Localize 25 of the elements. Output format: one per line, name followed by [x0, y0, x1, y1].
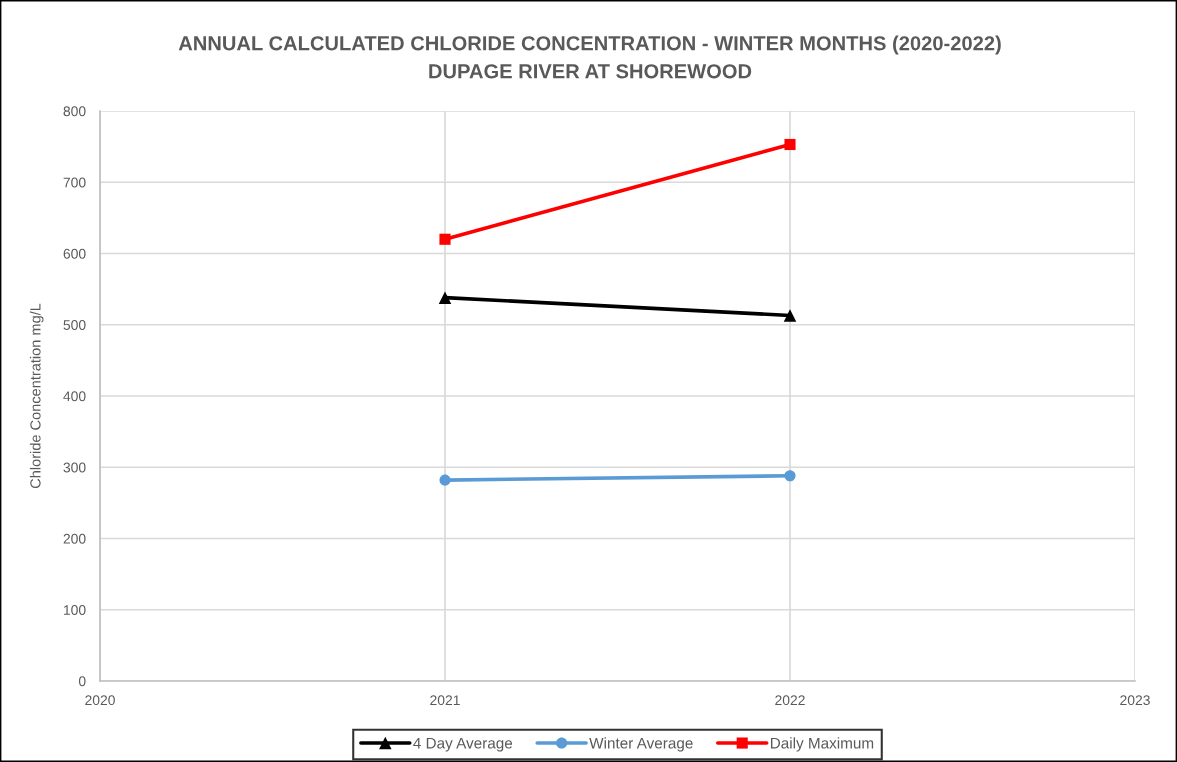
y-tick-label: 300 [63, 462, 86, 473]
chart-subtitle: DUPAGE RIVER AT SHOREWOOD [429, 64, 752, 79]
x-tick-label: 2023 [1120, 695, 1150, 706]
point [438, 291, 452, 304]
y-tick-label: 800 [63, 106, 86, 117]
legend-label: Daily Maximum [770, 737, 874, 752]
point [439, 233, 451, 245]
y-tick-label: 400 [63, 391, 86, 402]
legend-label: Winter Average [589, 737, 693, 752]
point [439, 474, 451, 486]
point [784, 138, 796, 151]
chart-title: ANNUAL CALCULATED CHLORIDE CONCENTRATION - WINTER MONTHS (2020-2022) [178, 35, 1001, 55]
y-tick-label: 100 [64, 605, 86, 615]
y-tick-label: 0 [78, 676, 86, 687]
x-tick-label: 2021 [430, 695, 460, 706]
y-tick-label: 200 [63, 533, 86, 544]
point [783, 309, 797, 322]
y-tick-label: 500 [63, 320, 86, 330]
point [784, 470, 796, 482]
y-tick-label: 600 [63, 248, 86, 259]
y-tick-label: 700 [63, 177, 86, 188]
legend-label: 4 Day Average [413, 737, 513, 752]
x-tick-label: 2020 [85, 695, 115, 706]
y-axis-title: Chloride Concentration mg/L [29, 303, 44, 489]
x-tick-label: 2022 [775, 695, 805, 706]
